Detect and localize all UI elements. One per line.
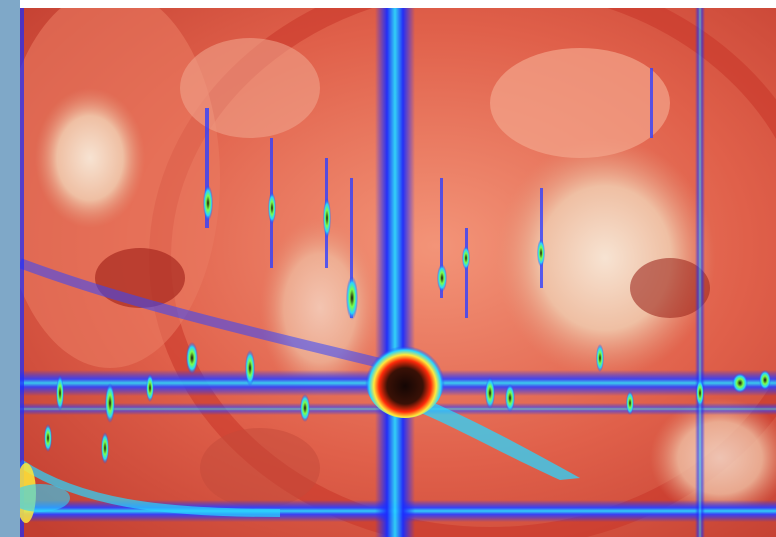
streak (540, 188, 543, 288)
upper-flesh-highlight (180, 38, 320, 138)
left-side-band (0, 0, 20, 537)
upper-flesh-highlight (490, 48, 670, 158)
spot (56, 375, 64, 411)
photo-canvas (20, 8, 776, 537)
spot (346, 276, 358, 320)
spot (596, 344, 604, 372)
vertical-band (695, 8, 705, 537)
spot (245, 350, 255, 386)
seed-gel-pocket (35, 88, 145, 228)
dark-void (630, 258, 710, 318)
main-peak (365, 338, 445, 418)
curved-band (20, 258, 402, 373)
spot (732, 373, 748, 393)
spot (186, 342, 198, 374)
spot-group (44, 185, 771, 464)
spot (101, 432, 109, 464)
tomato-chromatogram-image (20, 8, 776, 537)
spot (485, 377, 495, 409)
spot (146, 374, 154, 402)
streak (440, 178, 443, 298)
spot (626, 391, 634, 415)
corner-signal (20, 484, 70, 512)
peak-tail (395, 388, 580, 480)
spot (437, 264, 447, 292)
spot (696, 379, 704, 407)
spot (462, 246, 470, 270)
vertical-band (375, 8, 415, 537)
seed-gel-pocket (650, 398, 776, 518)
spot (505, 384, 515, 412)
spot (323, 198, 331, 238)
spot (105, 383, 115, 423)
spot (759, 370, 771, 390)
spot (268, 192, 276, 224)
top-white-strip (20, 0, 776, 8)
streak (650, 68, 653, 138)
curved-band (20, 459, 281, 517)
spot (300, 394, 310, 422)
vertical-band (20, 8, 24, 537)
dark-void (200, 428, 320, 508)
streak (350, 178, 353, 318)
spot (44, 424, 52, 452)
spot (537, 239, 545, 267)
spot (203, 185, 213, 221)
streak (465, 228, 468, 318)
seed-gel-pocket (495, 138, 715, 378)
streak (205, 108, 209, 228)
